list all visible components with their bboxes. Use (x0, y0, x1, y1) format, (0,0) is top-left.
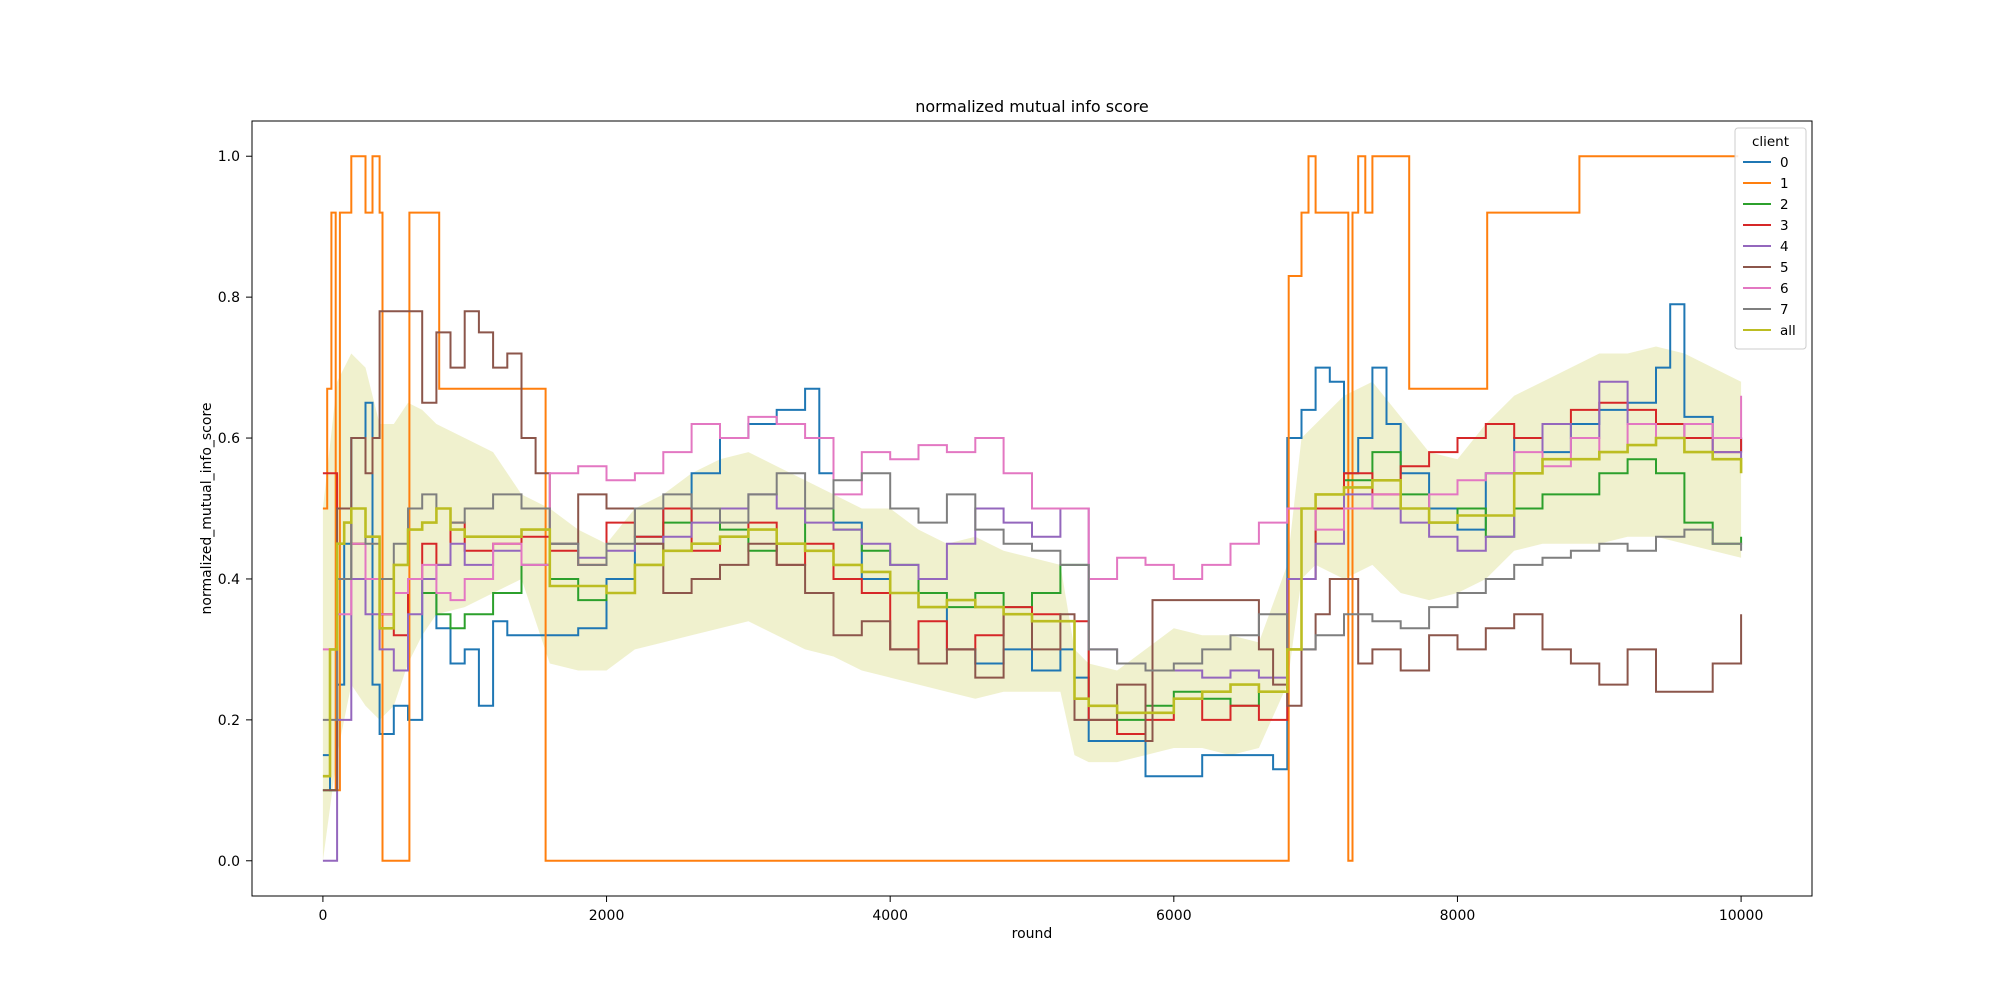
x-tick-label: 8000 (1440, 908, 1476, 924)
legend-label-2: 2 (1780, 197, 1789, 213)
legend-label-all: all (1780, 323, 1796, 339)
chart-title: normalized mutual info score (915, 97, 1149, 116)
x-tick-label: 4000 (872, 908, 908, 924)
y-tick-label: 0.6 (218, 431, 240, 447)
legend: client 0 1 2 3 4 5 6 7 all (1734, 127, 1807, 350)
y-tick-label: 0.4 (218, 572, 240, 588)
x-tick-label: 10000 (1719, 908, 1764, 924)
series-line-7 (322, 472, 1743, 721)
series-line-5 (322, 310, 1743, 792)
series-line-2 (322, 451, 1743, 792)
y-tick-label: 1.0 (218, 149, 240, 165)
x-axis-ticks: 0 2000 4000 6000 8000 10000 (318, 896, 1763, 924)
x-tick-label: 0 (318, 908, 327, 924)
x-tick-label: 6000 (1156, 908, 1192, 924)
series-line-1 (322, 155, 1739, 862)
axes-frame (251, 120, 1813, 897)
legend-label-5: 5 (1780, 260, 1789, 276)
x-axis-label: round (1012, 926, 1053, 942)
legend-label-3: 3 (1780, 218, 1789, 234)
series-line-4 (322, 380, 1743, 862)
y-tick-label: 0.0 (218, 854, 240, 870)
y-axis-label: normalized_mutual_info_score (199, 402, 215, 614)
legend-label-0: 0 (1780, 155, 1789, 171)
x-tick-label: 2000 (589, 908, 625, 924)
series-line-all (322, 436, 1743, 778)
series-line-6 (322, 395, 1743, 651)
y-tick-label: 0.8 (218, 290, 240, 306)
legend-label-6: 6 (1780, 281, 1789, 297)
legend-label-7: 7 (1780, 302, 1789, 318)
y-tick-label: 0.2 (218, 713, 240, 729)
legend-label-4: 4 (1780, 239, 1789, 255)
y-axis-ticks: 0.0 0.2 0.4 0.6 0.8 1.0 (218, 149, 252, 870)
legend-label-1: 1 (1780, 176, 1789, 192)
plot-lines-layer (322, 155, 1743, 862)
legend-title: client (1752, 134, 1789, 150)
